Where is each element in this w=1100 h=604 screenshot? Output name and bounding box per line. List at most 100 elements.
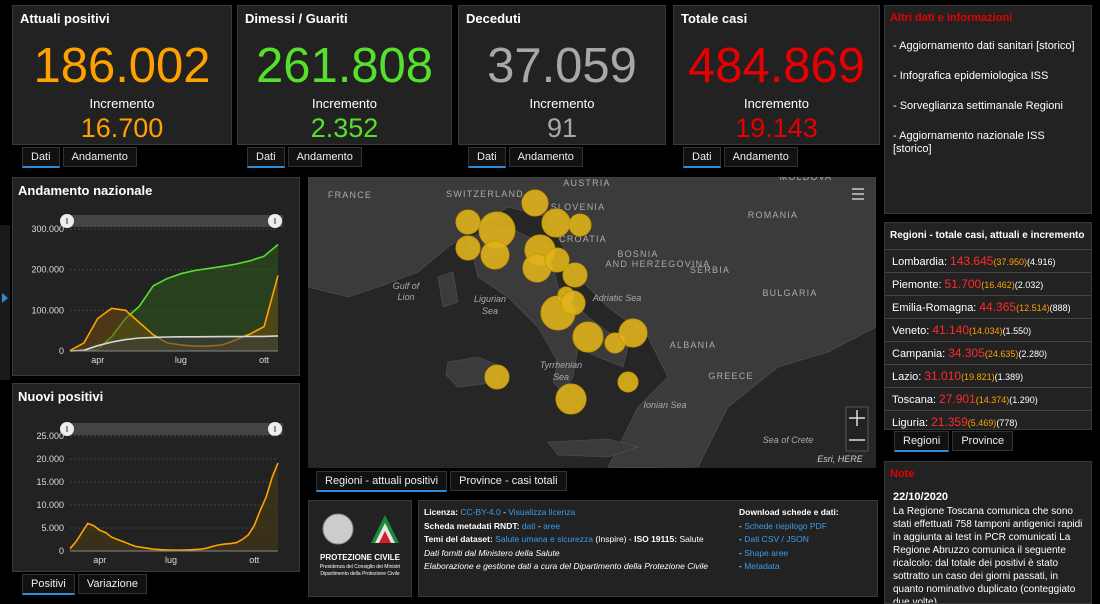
tab[interactable]: Andamento [287,147,362,167]
source-text: Temi del dataset: [424,534,496,544]
source-link[interactable]: Schede riepilogo PDF [744,520,827,531]
tab[interactable]: Positivi [22,574,75,595]
map-label: GREECE [708,371,753,381]
map-label: ALBANIA [670,340,716,350]
tab[interactable]: Dati [22,147,60,168]
logo-sub: Dipartimento della Protezione Civile [320,571,400,577]
source-text: - [500,507,509,517]
tab[interactable]: Andamento [62,147,137,167]
source-text: Salute [679,534,704,544]
stat-card: Dimessi / Guariti 261.808 Incremento 2.352 [237,5,452,145]
source-link[interactable]: Visualizza licenza [508,507,576,517]
tab[interactable]: Dati [468,147,506,168]
source-link[interactable]: dati [521,520,536,531]
info-link[interactable]: - Aggiornamento nazionale ISS [storico] [893,130,1045,155]
map-label: Tyrrhenian [540,360,582,370]
region-current: (14.374) [975,395,1010,405]
tab[interactable]: Andamento [508,147,583,167]
info-link[interactable]: - Aggiornamento dati sanitari [storico] [893,40,1075,52]
source-link[interactable]: aree [543,520,561,531]
map-label: Adriatic Sea [592,293,642,303]
region-row: Toscana: 27.901(14.374)(1.290) [885,387,1091,410]
card-value: 37.059 [487,39,637,93]
card-increment: 91 [546,113,578,143]
region-total: 34.305 [948,346,985,360]
region-increment: (1.550) [1002,326,1032,336]
side-arrow[interactable] [2,293,8,303]
source-line: Scheda metadati RNDT: dati - aree [424,521,560,531]
map-bubble [455,209,481,235]
card-value: 484.869 [687,39,866,93]
note-title: Note [890,468,915,480]
tab[interactable]: Dati [683,147,721,168]
region-current: (19.821) [961,372,995,382]
region-total: 44.365 [979,300,1017,314]
source-text: - [739,520,745,531]
card-title: Attuali positivi [20,11,110,26]
region-row: Veneto: 41.140(14.034)(1.550) [885,318,1091,341]
map-label: SWITZERLAND [446,189,524,199]
region-name: Campania: [892,348,946,360]
map-label: Ligurian [474,294,506,304]
map-bubble [572,321,604,353]
map-label: SERBIA [690,265,730,275]
map-label: Gulf of [393,281,421,291]
chart-panel: Nuovi positivi [12,383,300,572]
region-current: (24.635) [984,349,1019,359]
region-current: (12.514) [1016,303,1050,313]
map-bubble [617,371,639,393]
info-link[interactable]: - Sorveglianza settimanale Regioni [893,100,1063,112]
region-row: Piemonte: 51.700(16.462)(2.032) [885,272,1091,295]
card-increment-label: Incremento [529,96,595,111]
tab[interactable]: Dati [247,147,285,168]
region-increment: (2.032) [1014,280,1044,290]
source-link[interactable]: Dati CSV / JSON [744,534,809,544]
region-name: Lazio: [892,371,922,383]
source-text: (Inspire) - [592,534,635,544]
map-bubble [521,189,549,217]
chart-panel: Andamento nazionale [12,177,300,376]
map-label: BOSNIA [617,249,658,259]
info-link[interactable]: - Infografica epidemiologica ISS [893,70,1049,82]
map-bubble [560,290,586,316]
map-label: CROATIA [559,234,607,244]
regions-panel: Regioni - totale casi, attuali e increme… [884,222,1092,430]
region-increment: (1.290) [1009,395,1038,405]
map-label: Lion [397,292,414,302]
logo-title: PROTEZIONE CIVILE [319,553,400,562]
card-increment-label: Incremento [743,96,810,111]
note-date: 22/10/2020 [893,491,949,503]
map-land [308,177,876,468]
tab[interactable]: Variazione [77,574,148,594]
region-current: (16.462) [981,280,1015,290]
region-increment: (2.280) [1018,349,1047,359]
source-line: Elaborazione e gestione dati a cura del … [424,561,708,571]
source-text: - [739,534,745,544]
source-link[interactable]: Shape aree [744,547,789,558]
source-line: Licenza: CC-BY-4.0 - Visualizza licenza [424,507,575,517]
tab[interactable]: Province - casi totali [450,471,567,491]
map-label: FRANCE [328,190,372,200]
sources-panel: Licenza: CC-BY-4.0 - Visualizza licenza S… [418,500,878,597]
map-label: SLOVENIA [551,202,606,212]
tab[interactable]: Andamento [723,147,798,167]
region-increment: (888) [1049,303,1071,313]
map-land [437,271,459,308]
source-line: - Shape aree [739,548,788,558]
source-link[interactable]: CC-BY-4.0 [460,507,501,517]
tab[interactable]: Regioni - attuali positivi [316,471,448,492]
source-link[interactable]: Salute umana e sicurezza [495,534,593,544]
map-bubble [555,383,587,415]
tab[interactable]: Regioni [894,431,950,452]
map-bubble [562,262,588,288]
card-title: Deceduti [466,11,521,26]
map[interactable]: FRANCE SWITZERLAND AUSTRIA SLOVENIA CROATIA B… [308,177,876,468]
source-link[interactable]: Metadata [744,561,780,571]
logo-sub: Presidenza del Consiglio dei Ministri [319,564,401,570]
tab[interactable]: Province [952,431,1014,451]
map-bubble [568,213,592,237]
card-title: Dimessi / Guariti [245,11,348,26]
map-bubble [455,235,481,261]
logo-panel: PROTEZIONE CIVILE Presidenza del Consigli… [308,500,412,597]
